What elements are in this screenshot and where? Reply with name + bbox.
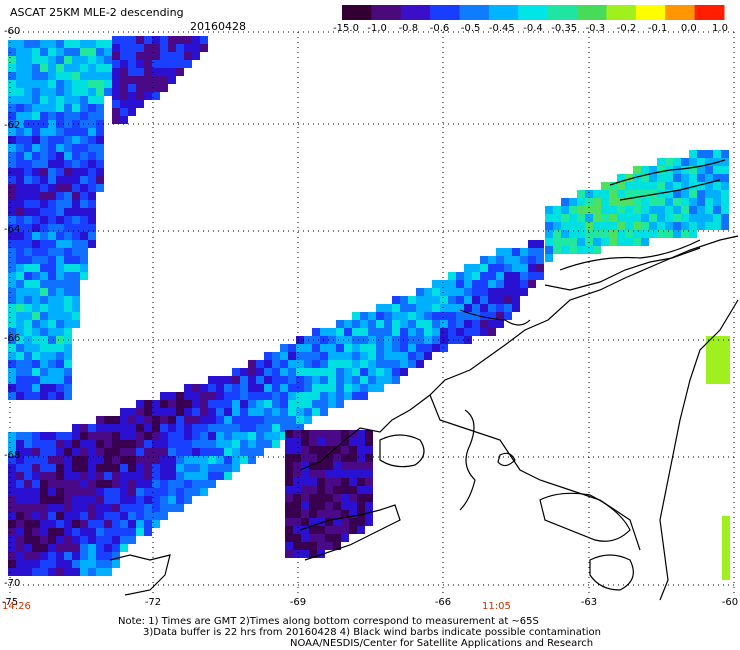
- chart-title: ASCAT 25KM MLE-2 descending: [10, 6, 184, 19]
- colorbar-tick-label: 1.0: [712, 23, 728, 34]
- colorbar-swatch: [606, 5, 637, 20]
- lat-label: -62: [4, 120, 21, 131]
- lat-label: -64: [4, 224, 21, 235]
- colorbar-tick-label: -0.45: [488, 23, 515, 34]
- lon-label: -75: [1, 597, 19, 608]
- note-line-3: NOAA/NESDIS/Center for Satellite Applica…: [290, 638, 594, 649]
- colorbar-tick-label: -0.3: [585, 23, 606, 34]
- chart-date: 20160428: [190, 20, 246, 33]
- colorbar-swatch: [400, 5, 431, 20]
- data-swath: [8, 36, 730, 580]
- colorbar-tick-label: -0.2: [616, 23, 637, 34]
- colorbar-swatch: [459, 5, 490, 20]
- colorbar-swatch: [488, 5, 519, 20]
- lon-label: -66: [434, 597, 452, 608]
- colorbar-tick-label: -0.4: [523, 23, 543, 34]
- colorbar-tick-label: -0.8: [398, 23, 419, 34]
- colorbar-swatch: [547, 5, 578, 20]
- note-line-2: 3)Data buffer is 22 hrs from 20160428 4)…: [143, 627, 601, 638]
- lon-label: -63: [580, 597, 598, 608]
- lon-label: -72: [144, 597, 162, 608]
- lat-label: -60: [4, 26, 21, 37]
- colorbar-swatch: [342, 5, 372, 20]
- lat-lon-grid: [8, 31, 738, 596]
- time-label: 14:26: [2, 601, 31, 612]
- colorbar-tick-label: -1.0: [367, 23, 387, 34]
- lon-label: -60: [721, 597, 739, 608]
- colorbar-tick-label: -0.6: [429, 23, 450, 34]
- colorbar-tick-label: 0.0: [680, 23, 697, 34]
- colorbar-tick-label: -0.35: [551, 23, 578, 34]
- lat-label: -66: [4, 333, 21, 344]
- lon-label: -69: [289, 597, 307, 608]
- colorbar: [342, 5, 725, 20]
- colorbar-swatch: [694, 5, 725, 20]
- colorbar-swatch: [518, 5, 549, 20]
- colorbar-swatch: [371, 5, 402, 20]
- colorbar-swatch: [430, 5, 461, 20]
- lat-label: -68: [4, 450, 21, 461]
- colorbar-swatch: [665, 5, 696, 20]
- colorbar-swatch: [635, 5, 666, 20]
- coastline: [109, 159, 739, 601]
- lat-label: -70: [4, 578, 21, 589]
- colorbar-tick-label: -0.1: [647, 23, 668, 34]
- colorbar-swatch: [577, 5, 607, 20]
- colorbar-tick-label: -15.0: [333, 23, 359, 34]
- colorbar-tick-label: -0.5: [460, 23, 481, 34]
- time-label: 11:05: [482, 601, 511, 612]
- note-line-1: Note: 1) Times are GMT 2)Times along bot…: [118, 616, 539, 627]
